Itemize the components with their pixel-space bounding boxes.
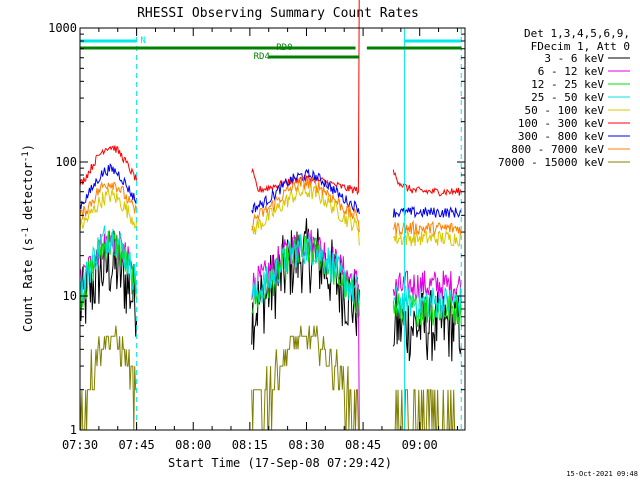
series-line-6-seg-0: [79, 163, 138, 209]
series-line-8-seg-1: [251, 325, 360, 431]
legend-label-7: 800 - 7000 keV: [511, 143, 604, 156]
y-axis-label-sup2: -1: [21, 151, 31, 162]
flag-label-RD0: RD0: [276, 43, 292, 53]
y-axis-label: Count Rate (s-1 detector-1): [21, 144, 35, 332]
chart-title: RHESSI Observing Summary Count Rates: [137, 6, 419, 21]
series-line-7-seg-2: [392, 219, 462, 237]
flag-bars: N RD0 RD4: [80, 36, 462, 62]
legend-label-0: 3 - 6 keV: [544, 52, 604, 65]
x-tick-label: 07:45: [119, 438, 155, 452]
series-line-4-seg-2: [392, 229, 462, 247]
series-line-7-seg-1: [251, 176, 360, 233]
series-line-1-seg-1: [251, 229, 360, 431]
series-line-8-seg-0: [79, 325, 137, 431]
x-axis: 07:30 07:45 08:00 08:15 08:30 08:45 09:00: [62, 28, 458, 452]
y-axis-label-post: ): [21, 144, 35, 151]
legend-header-1: FDecim 1, Att 0: [531, 40, 630, 53]
x-tick-label: 08:00: [175, 438, 211, 452]
legend-label-1: 6 - 12 keV: [538, 65, 605, 78]
legend-label-6: 300 - 800 keV: [518, 130, 604, 143]
y-tick-label: 1: [70, 423, 77, 437]
series-line-5-seg-2: [392, 169, 462, 197]
plot-frame: [79, 27, 466, 431]
series-line-8-seg-2: [393, 389, 462, 431]
series-line-5-seg-1: [251, 0, 360, 196]
series-line-6-seg-1: [251, 168, 360, 215]
series-line-6-seg-2: [392, 205, 462, 219]
series-line-3-seg-1: [251, 233, 360, 304]
flag-label-N: N: [140, 36, 145, 46]
series-line-4-seg-1: [251, 184, 360, 246]
series-line-7-seg-0: [79, 180, 138, 220]
footer-timestamp: 15-Oct-2021 09:48: [566, 470, 638, 478]
plot-border: [79, 27, 466, 431]
y-axis-label-pre: Count Rate (s: [21, 238, 35, 332]
y-tick-label: 10: [63, 289, 77, 303]
series-line-1-seg-0: [79, 230, 138, 287]
y-tick-label: 1000: [48, 21, 77, 35]
legend-label-5: 100 - 300 keV: [518, 117, 604, 130]
legend: Det 1,3,4,5,6,9,FDecim 1, Att 03 - 6 keV…: [498, 27, 630, 169]
legend-label-4: 50 - 100 keV: [525, 104, 605, 117]
y-tick-label: 100: [55, 155, 77, 169]
x-tick-label: 08:45: [345, 438, 381, 452]
y-axis-label-sup1: -1: [21, 227, 31, 238]
legend-label-2: 12 - 25 keV: [531, 78, 604, 91]
x-axis-label: Start Time (17-Sep-08 07:29:42): [168, 456, 392, 470]
series-line-5-seg-0: [79, 145, 138, 187]
series-traces: [79, 0, 462, 431]
x-tick-label: 08:30: [288, 438, 324, 452]
x-tick-label: 07:30: [62, 438, 98, 452]
x-tick-label: 09:00: [402, 438, 438, 452]
legend-label-3: 25 - 50 keV: [531, 91, 604, 104]
series-line-0-seg-1: [251, 218, 360, 350]
y-axis: 1 10 100 1000: [48, 21, 465, 437]
flag-label-RD4: RD4: [254, 52, 270, 62]
series-line-3-seg-0: [79, 225, 138, 301]
y-axis-label-mid: detector: [21, 162, 35, 227]
series-line-4-seg-0: [79, 187, 138, 232]
legend-header-0: Det 1,3,4,5,6,9,: [524, 27, 630, 40]
legend-label-8: 7000 - 15000 keV: [498, 156, 604, 169]
x-tick-label: 08:15: [232, 438, 268, 452]
